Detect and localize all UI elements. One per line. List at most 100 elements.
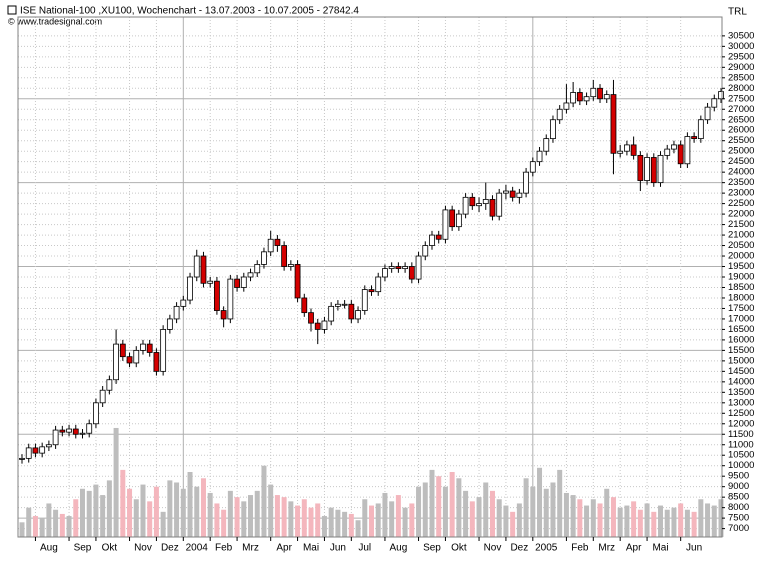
y-tick-label: 9000: [728, 481, 749, 492]
candle-body: [52, 429, 59, 446]
candle-body: [624, 144, 630, 152]
volume-bar: [32, 516, 38, 537]
volume-bar: [503, 505, 509, 537]
y-tick-label: 18500: [728, 282, 754, 293]
y-tick-label: 26500: [728, 114, 754, 125]
candle-body: [294, 264, 301, 299]
volume-bar: [281, 497, 287, 537]
y-tick-label: 17500: [728, 303, 754, 314]
volume-bar: [698, 499, 704, 537]
y-tick-label: 12500: [728, 408, 754, 419]
x-tick-label: Apr: [626, 543, 642, 554]
volume-bar: [288, 501, 294, 537]
y-tick-label: 24000: [728, 167, 754, 178]
candle-body: [691, 136, 698, 140]
candle-body: [140, 343, 146, 351]
x-tick-label: Okt: [451, 543, 467, 554]
y-tick-label: 27000: [728, 104, 754, 115]
candle-body: [603, 94, 610, 100]
candle-body: [704, 106, 711, 121]
y-tick-label: 10000: [728, 460, 754, 471]
candle-body: [664, 148, 671, 156]
y-tick-label: 25000: [728, 146, 754, 157]
volume-bar: [194, 486, 200, 537]
volume-bar: [570, 495, 576, 537]
x-tick-label: Sep: [423, 543, 441, 554]
candle-body: [462, 196, 469, 215]
candle-body: [19, 457, 25, 460]
y-tick-label: 23000: [728, 188, 754, 199]
x-tick-label: Dez: [161, 543, 179, 554]
volume-bar: [483, 482, 489, 537]
candle-body: [254, 264, 261, 274]
candle-body: [187, 276, 193, 301]
x-tick-label: Mrz: [598, 543, 615, 554]
x-tick-label: Nov: [134, 543, 152, 554]
candle-body: [523, 171, 529, 194]
volume-bar: [342, 511, 348, 537]
volume-bar: [46, 503, 52, 537]
volume-bar: [489, 490, 495, 537]
y-tick-label: 24500: [728, 156, 754, 167]
y-tick-label: 13000: [728, 397, 754, 408]
volume-bar: [187, 472, 193, 537]
x-tick-label: Feb: [215, 543, 233, 554]
candle-body: [214, 280, 220, 311]
volume-bar: [86, 490, 92, 537]
volume-bar: [207, 492, 213, 537]
candle-body: [442, 209, 449, 240]
y-tick-label: 22000: [728, 209, 754, 220]
volume-bar: [577, 499, 583, 537]
x-tick-label: Aug: [40, 543, 58, 554]
volume-bar: [66, 516, 72, 537]
y-tick-label: 30500: [728, 30, 754, 41]
volume-bar: [355, 520, 361, 537]
y-tick-label: 20500: [728, 240, 754, 251]
candle-body: [240, 276, 247, 288]
volume-bar: [140, 484, 146, 537]
volume-bar: [691, 511, 697, 537]
volume-bar: [100, 495, 106, 537]
candle-body: [93, 402, 99, 425]
y-tick-label: 22500: [728, 198, 754, 209]
volume-bar: [127, 488, 133, 537]
candle-body: [644, 157, 650, 181]
candle-body: [180, 299, 187, 307]
x-tick-label: Jun: [686, 543, 702, 554]
y-tick-label: 28000: [728, 83, 754, 94]
candle-body: [45, 444, 52, 448]
volume-bar: [496, 499, 502, 537]
y-tick-label: 21000: [728, 230, 754, 241]
y-tick-label: 8500: [728, 492, 749, 503]
volume-bar: [631, 501, 637, 537]
candle-body: [321, 320, 328, 330]
y-tick-label: 7000: [728, 523, 749, 534]
y-tick-label: 18000: [728, 292, 754, 303]
volume-bar: [180, 488, 186, 537]
y-tick-label: 12000: [728, 418, 754, 429]
candle-body: [630, 144, 637, 156]
y-tick-label: 14000: [728, 376, 754, 387]
x-tick-label: Mai: [303, 543, 319, 554]
y-tick-label: 26000: [728, 125, 754, 136]
x-tick-label: Okt: [102, 543, 118, 554]
volume-bar: [584, 505, 590, 537]
y-tick-label: 11000: [728, 439, 754, 450]
x-tick-label: Jun: [330, 543, 346, 554]
volume-bar: [557, 469, 563, 537]
candle-body: [476, 203, 482, 207]
volume-bar: [274, 495, 280, 537]
candle-body: [361, 289, 368, 311]
candle-body: [469, 196, 476, 207]
x-tick-label: Sep: [74, 543, 92, 554]
candle-body: [415, 255, 422, 280]
volume-bar: [328, 507, 334, 537]
volume-bar: [315, 503, 321, 537]
volume-bar: [335, 509, 341, 537]
y-tick-label: 30000: [728, 41, 754, 52]
candle-body: [697, 119, 704, 140]
candle-body: [146, 343, 153, 353]
volume-bar: [106, 480, 112, 537]
volume-bar: [644, 503, 650, 537]
